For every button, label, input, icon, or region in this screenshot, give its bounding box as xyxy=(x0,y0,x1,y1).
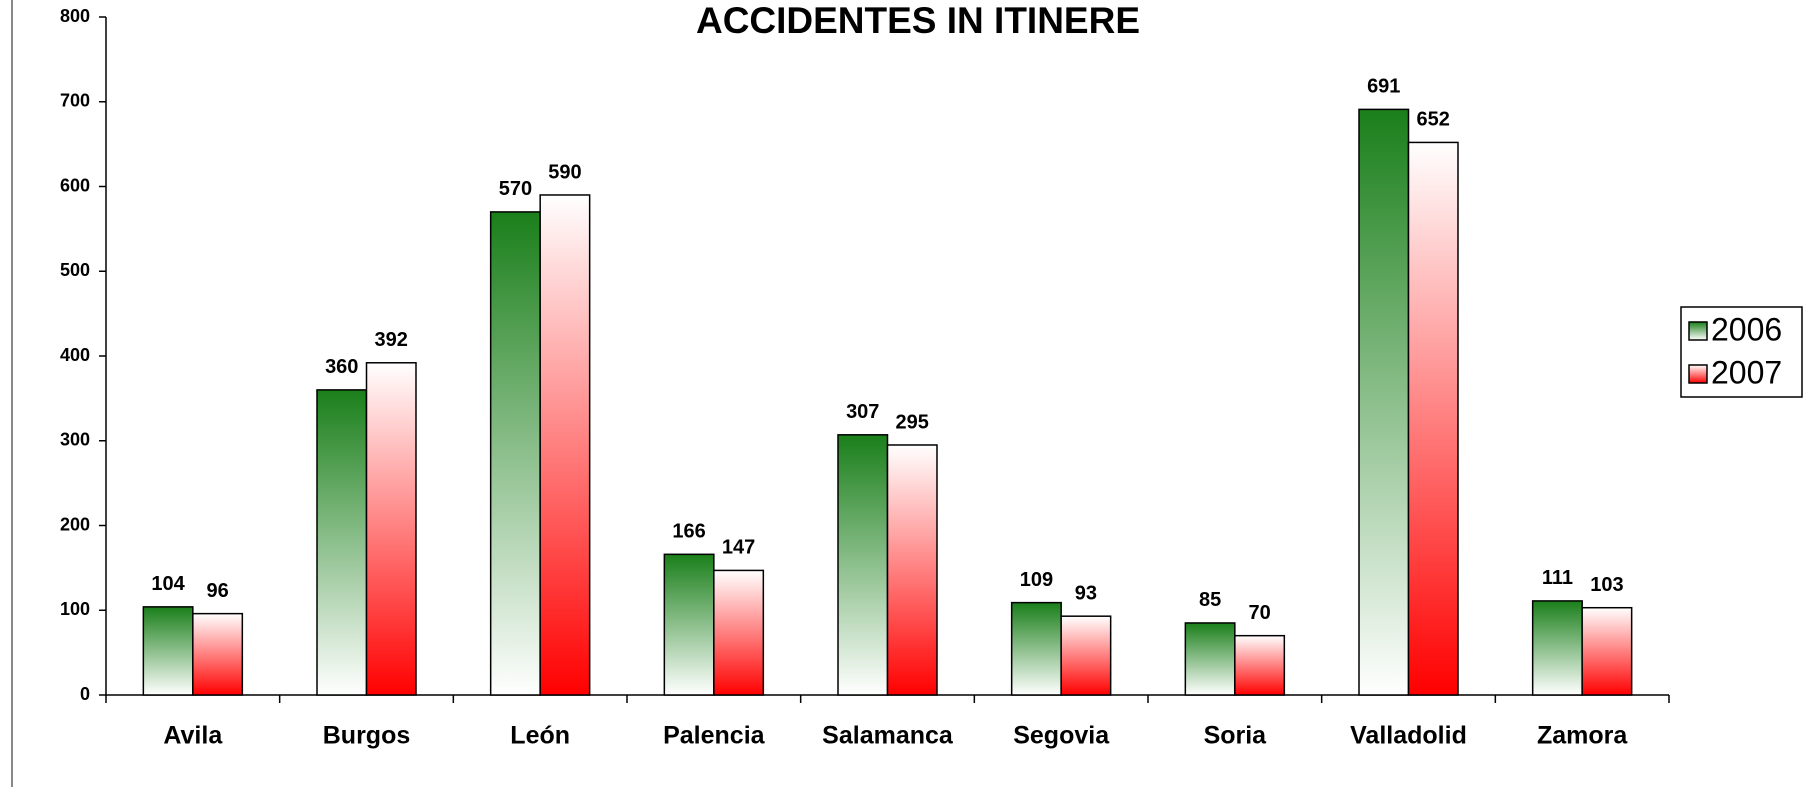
bar xyxy=(539,194,591,696)
data-label: 96 xyxy=(206,580,228,602)
legend-label: 2007 xyxy=(1711,354,1782,390)
data-label: 295 xyxy=(896,411,929,433)
data-label: 691 xyxy=(1367,76,1400,98)
data-label: 111 xyxy=(1542,567,1573,589)
data-label: 652 xyxy=(1417,109,1450,131)
data-label: 590 xyxy=(548,161,581,183)
bar xyxy=(1531,600,1583,696)
x-tick-label: Valladolid xyxy=(1350,722,1467,750)
data-label: 93 xyxy=(1075,582,1097,604)
data-label: 360 xyxy=(325,356,358,378)
legend-label: 2006 xyxy=(1711,311,1782,347)
legend-swatch xyxy=(1688,321,1708,341)
data-label: 70 xyxy=(1248,602,1270,624)
bar xyxy=(365,362,417,696)
bar xyxy=(142,606,194,696)
y-tick-label: 0 xyxy=(80,684,90,704)
bar xyxy=(1358,108,1410,696)
y-tick-label: 500 xyxy=(60,260,90,280)
y-tick-label: 600 xyxy=(60,175,90,195)
x-tick-label: Soria xyxy=(1204,722,1268,750)
bar xyxy=(663,553,715,696)
x-tick-label: Segovia xyxy=(1013,722,1110,750)
y-tick-label: 800 xyxy=(60,6,90,26)
data-label: 570 xyxy=(499,178,532,200)
x-tick-label: Burgos xyxy=(323,722,411,750)
bar xyxy=(1184,622,1236,696)
bar xyxy=(1234,634,1286,696)
bar xyxy=(1060,615,1112,696)
y-tick-label: 300 xyxy=(60,430,90,450)
data-label: 85 xyxy=(1199,589,1221,611)
x-tick-label: Avila xyxy=(163,722,223,750)
bar xyxy=(489,211,541,696)
data-label: 104 xyxy=(151,573,185,595)
x-tick-label: León xyxy=(510,722,570,750)
y-tick-label: 200 xyxy=(60,514,90,534)
bar xyxy=(1581,606,1633,696)
bar xyxy=(192,612,244,696)
y-tick-label: 100 xyxy=(60,599,90,619)
data-label: 307 xyxy=(846,401,879,423)
bar xyxy=(713,569,765,696)
bar xyxy=(837,434,889,696)
x-tick-label: Palencia xyxy=(663,722,766,750)
data-label: 109 xyxy=(1020,569,1053,591)
legend-swatch xyxy=(1688,364,1708,384)
bar xyxy=(316,389,368,696)
data-label: 392 xyxy=(375,329,408,351)
bar xyxy=(1407,141,1459,696)
bar xyxy=(1010,601,1062,696)
data-label: 103 xyxy=(1590,574,1623,596)
chart-title: ACCIDENTES IN ITINERE xyxy=(696,0,1140,41)
bar xyxy=(886,444,938,696)
x-tick-label: Zamora xyxy=(1537,722,1628,750)
y-tick-label: 700 xyxy=(60,91,90,111)
data-label: 166 xyxy=(672,521,705,543)
y-tick-label: 400 xyxy=(60,345,90,365)
x-tick-label: Salamanca xyxy=(822,722,954,750)
data-label: 147 xyxy=(722,537,755,559)
